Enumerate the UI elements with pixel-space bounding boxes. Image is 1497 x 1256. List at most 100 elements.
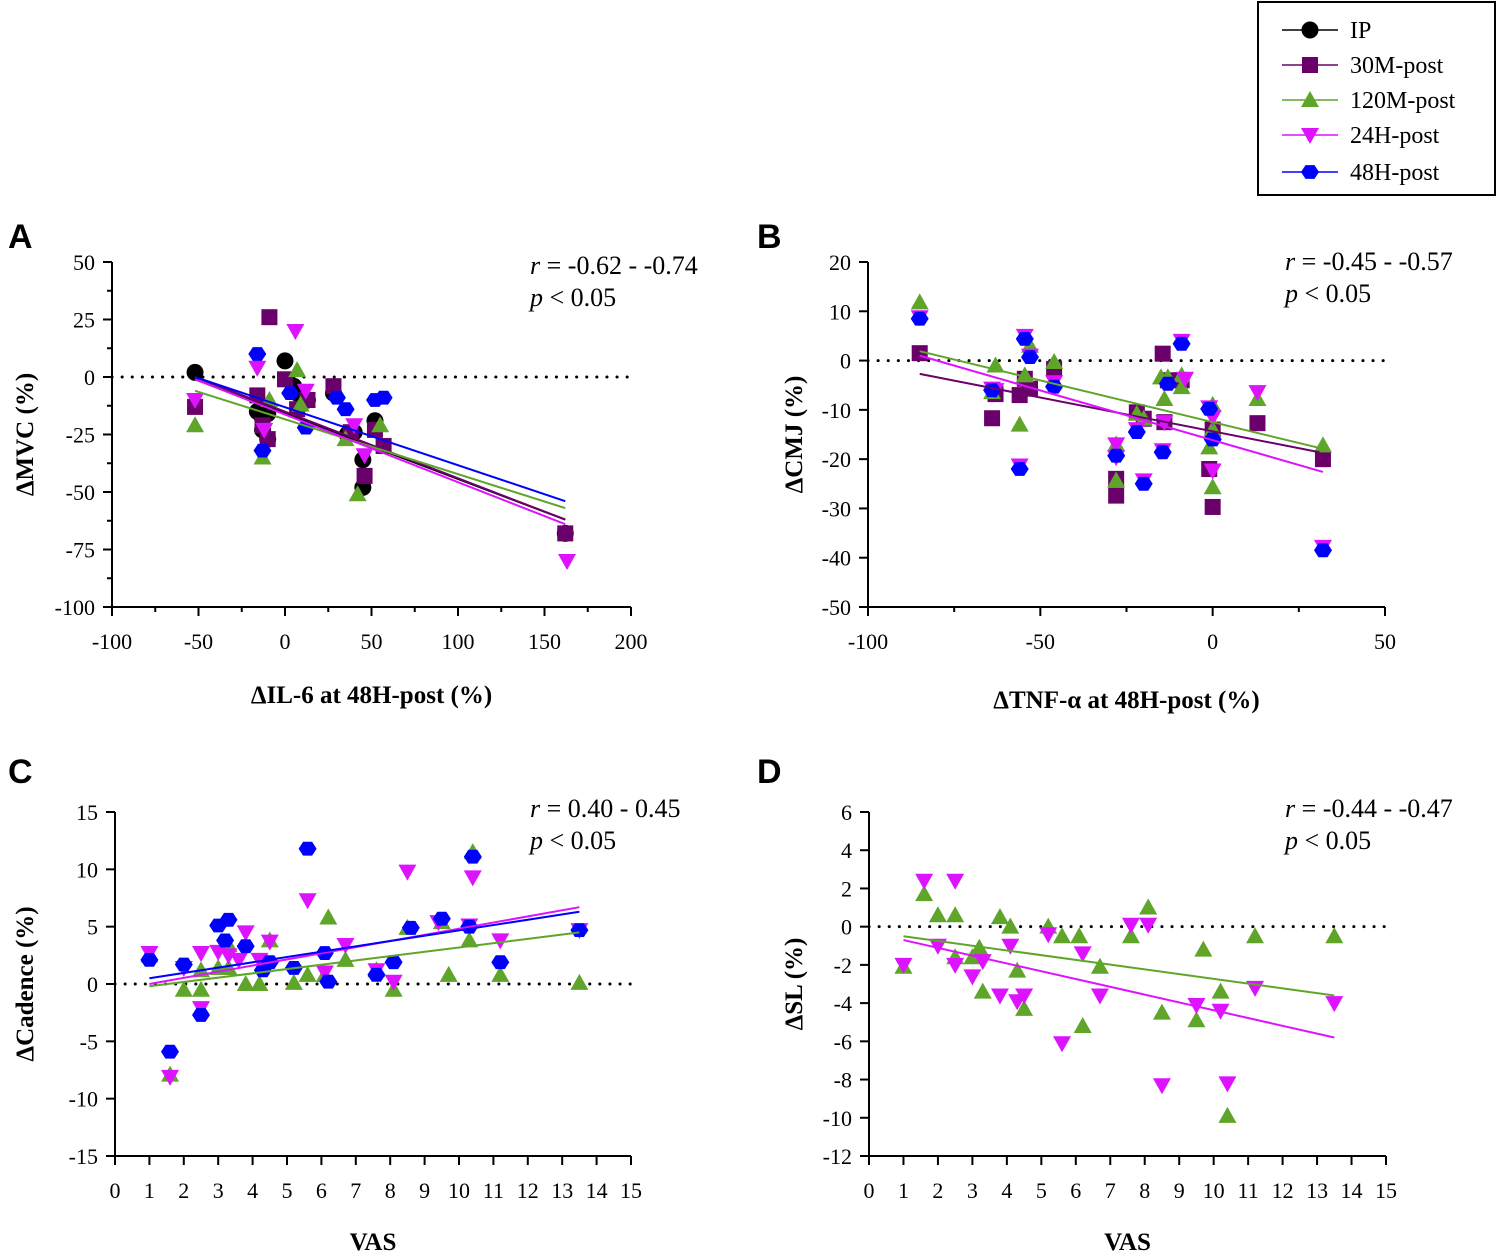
data-point bbox=[250, 975, 269, 991]
y-tick-label: 50 bbox=[73, 250, 95, 275]
x-tick-label: 4 bbox=[247, 1178, 258, 1203]
data-point bbox=[928, 938, 947, 955]
y-tick-label: -10 bbox=[69, 1087, 98, 1112]
r-symbol: r bbox=[530, 251, 541, 280]
data-point bbox=[1015, 332, 1034, 346]
data-point bbox=[296, 383, 315, 400]
data-point bbox=[1211, 982, 1230, 999]
data-point bbox=[248, 347, 267, 361]
x-tick-label: 12 bbox=[1272, 1178, 1294, 1203]
data-point bbox=[1039, 927, 1058, 944]
fit-line-24H-post bbox=[903, 939, 1335, 1039]
x-tick-label: 11 bbox=[483, 1178, 504, 1203]
y-tick-label: -4 bbox=[834, 991, 852, 1016]
data-point bbox=[384, 974, 403, 991]
r-range: = -0.62 - -0.74 bbox=[540, 251, 698, 280]
y-tick-label: -8 bbox=[834, 1068, 852, 1093]
panel-label: D bbox=[757, 753, 782, 791]
data-point bbox=[253, 443, 272, 458]
data-point bbox=[463, 870, 482, 887]
data-point bbox=[1200, 401, 1219, 416]
legend-label: 24H-post bbox=[1350, 123, 1440, 149]
y-tick-label: -100 bbox=[55, 595, 95, 620]
p-value-annotation: p < 0.05 bbox=[528, 826, 616, 855]
data-point bbox=[1015, 988, 1034, 1005]
legend-entry: 24H-post bbox=[1282, 123, 1440, 149]
data-point bbox=[1218, 1106, 1237, 1123]
data-point bbox=[1155, 415, 1174, 432]
data-point bbox=[946, 957, 965, 974]
fit-line-24H-post bbox=[194, 378, 566, 526]
data-point bbox=[371, 416, 390, 433]
legend-box bbox=[1257, 1, 1496, 196]
x-tick-label: 2 bbox=[178, 1178, 189, 1203]
series-120M-post bbox=[140, 843, 589, 1082]
data-point bbox=[1107, 437, 1126, 454]
x-axis-title: ΔIL-6 at 48H-post (%) bbox=[251, 682, 492, 709]
data-point bbox=[374, 390, 393, 405]
data-point bbox=[946, 873, 965, 890]
x-tick-label: 14 bbox=[1341, 1178, 1363, 1203]
data-point bbox=[946, 906, 965, 923]
data-point bbox=[284, 973, 303, 990]
x-tick-label: 200 bbox=[615, 629, 648, 654]
data-point bbox=[1090, 957, 1109, 974]
x-tick-label: 7 bbox=[350, 1178, 361, 1203]
data-point bbox=[345, 418, 364, 435]
correlation-r-annotation: r = 0.40 - 0.45 bbox=[530, 794, 680, 823]
p-text: < 0.05 bbox=[1298, 279, 1371, 308]
y-tick-label: 0 bbox=[841, 915, 852, 940]
data-point bbox=[286, 324, 305, 340]
legend-marker-triangle-up-icon bbox=[1301, 91, 1319, 107]
data-point bbox=[298, 841, 317, 856]
data-point bbox=[1248, 385, 1267, 402]
data-point bbox=[236, 939, 255, 954]
data-point bbox=[570, 973, 589, 990]
data-point bbox=[1127, 425, 1146, 439]
data-point bbox=[261, 309, 278, 326]
data-point bbox=[910, 293, 929, 310]
y-tick-label: 4 bbox=[841, 838, 852, 863]
x-tick-label: 13 bbox=[551, 1178, 573, 1203]
data-point bbox=[161, 1069, 180, 1086]
data-point bbox=[260, 934, 279, 951]
y-tick-label: 25 bbox=[73, 308, 95, 333]
x-tick-label: 11 bbox=[1238, 1178, 1259, 1203]
data-point bbox=[236, 925, 255, 942]
y-tick-label: -2 bbox=[834, 953, 852, 978]
fit-line-48H-post bbox=[194, 376, 566, 503]
data-point bbox=[990, 988, 1009, 1005]
x-tick-label: 0 bbox=[110, 1178, 121, 1203]
data-point bbox=[1155, 390, 1174, 407]
data-point bbox=[1218, 1076, 1237, 1093]
data-point bbox=[1001, 938, 1020, 955]
y-tick-label: 0 bbox=[87, 972, 98, 997]
x-tick-label: 10 bbox=[1203, 1178, 1225, 1203]
legend-entry: 48H-post bbox=[1282, 160, 1440, 186]
fit-line-24H-post bbox=[919, 354, 1324, 473]
x-axis-title: ΔTNF-α at 48H-post (%) bbox=[993, 687, 1259, 714]
data-point bbox=[236, 975, 255, 991]
r-symbol: r bbox=[1285, 247, 1296, 276]
y-tick-label: 0 bbox=[840, 349, 851, 374]
x-tick-label: 3 bbox=[967, 1178, 978, 1203]
y-tick-label: -20 bbox=[822, 447, 851, 472]
data-point bbox=[325, 378, 342, 395]
data-point bbox=[355, 448, 374, 465]
data-point bbox=[915, 873, 934, 890]
data-point bbox=[336, 938, 355, 955]
series-120M-post bbox=[186, 361, 390, 502]
y-tick-label: -50 bbox=[822, 595, 851, 620]
data-point bbox=[1172, 378, 1191, 395]
correlation-r-annotation: r = -0.44 - -0.47 bbox=[1285, 794, 1453, 823]
data-point bbox=[186, 416, 205, 433]
x-tick-label: 0 bbox=[1207, 629, 1218, 654]
x-tick-label: -50 bbox=[184, 629, 213, 654]
data-point bbox=[1121, 917, 1140, 934]
data-point bbox=[491, 965, 510, 982]
r-range: = -0.44 - -0.47 bbox=[1295, 794, 1453, 823]
data-point bbox=[984, 410, 1001, 427]
data-point bbox=[1073, 1017, 1092, 1034]
y-tick-label: -5 bbox=[80, 1029, 98, 1054]
p-value-annotation: p < 0.05 bbox=[1283, 279, 1371, 308]
